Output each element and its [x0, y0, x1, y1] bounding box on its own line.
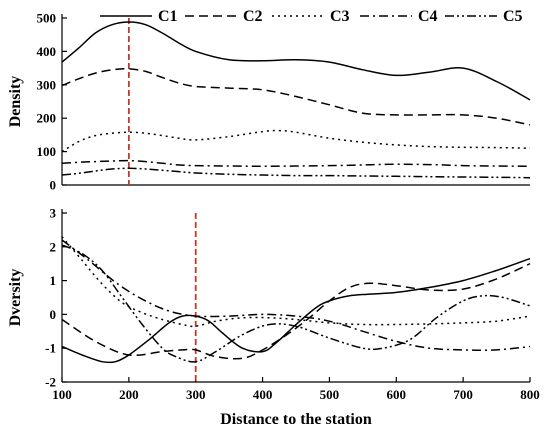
diversity-x-tick-label: 600: [387, 387, 407, 402]
density-y-tick-label: 200: [37, 111, 57, 126]
legend-label-c1: C1: [158, 8, 178, 25]
diversity-x-tick-label: 200: [119, 387, 139, 402]
diversity-x-tick-label: 300: [186, 387, 206, 402]
diversity-series-c5: [61, 244, 531, 363]
diversity-x-tick-label: 100: [52, 387, 72, 402]
diversity-x-tick-label: 400: [253, 387, 273, 402]
legend: C1 C2 C3 C4 C5: [100, 8, 523, 25]
legend-label-c4: C4: [418, 8, 438, 25]
diversity-series-c2: [61, 263, 531, 360]
diversity-x-tick-label: 800: [520, 387, 540, 402]
density-chart: 0 100 200 300 400 500 Density: [7, 11, 531, 193]
density-y-tick-label: 500: [37, 11, 57, 26]
diversity-x-axis-label: Distance to the station: [220, 411, 372, 428]
density-y-tick-label: 100: [37, 144, 57, 159]
density-series-c4: [61, 159, 531, 168]
diversity-series-c3: [61, 236, 531, 328]
density-y-axis-label: Density: [7, 76, 24, 128]
density-series-c3: [61, 129, 531, 153]
diversity-series-c1: [61, 257, 531, 364]
diversity-y-tick-label: -1: [45, 341, 56, 356]
density-series-c1: [61, 21, 531, 101]
legend-label-c3: C3: [330, 8, 350, 25]
legend-label-c2: C2: [243, 8, 263, 25]
diversity-y-tick-label: 3: [50, 206, 57, 221]
density-series-c2: [61, 67, 531, 126]
diversity-series-c4: [61, 239, 531, 351]
diversity-y-tick-label: 0: [50, 307, 57, 322]
diversity-y-axis-label: Dversity: [7, 269, 24, 327]
diversity-chart: -2 -1 0 1 2 3 100 200 300 400 500 600 700 800 Dversity…: [7, 206, 540, 429]
diversity-x-tick-label: 500: [320, 387, 340, 402]
density-series-c5: [61, 167, 531, 179]
density-y-tick-label: 300: [37, 77, 57, 92]
diversity-y-tick-label: 1: [50, 273, 57, 288]
density-y-tick-label: 0: [50, 178, 57, 193]
density-y-tick-label: 400: [37, 44, 57, 59]
diversity-y-tick-label: -2: [45, 375, 56, 390]
diversity-y-tick-label: 2: [50, 239, 57, 254]
legend-label-c5: C5: [503, 8, 523, 25]
diversity-x-tick-label: 700: [453, 387, 473, 402]
